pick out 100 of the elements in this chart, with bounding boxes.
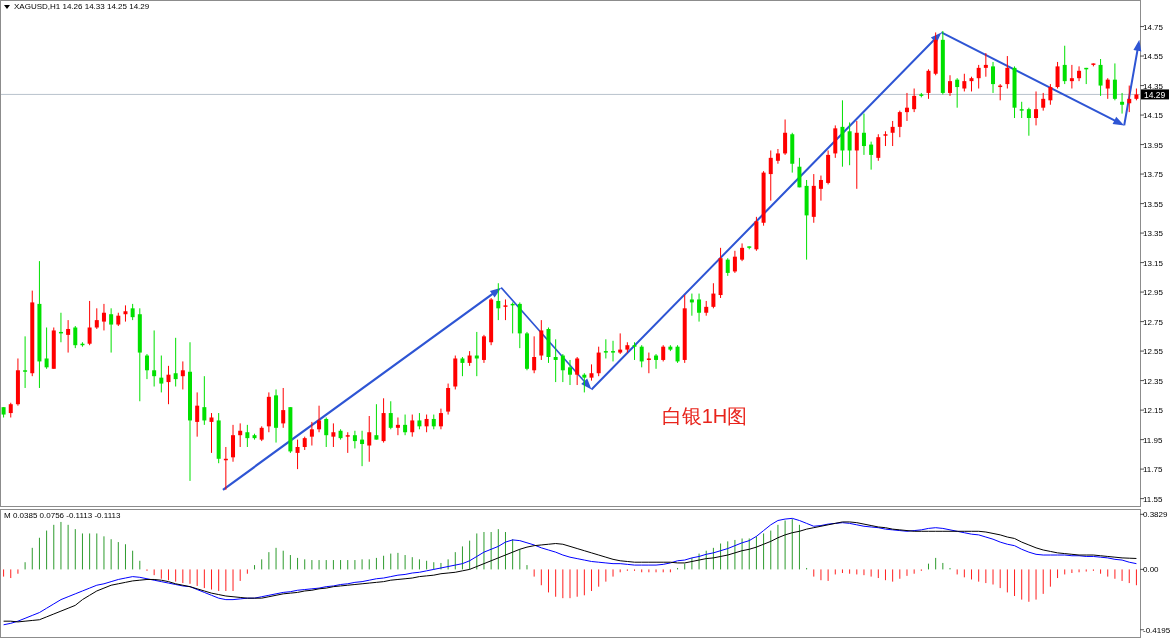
- candlestick: [775, 148, 780, 165]
- candlestick: [388, 400, 393, 430]
- candlestick: [876, 133, 881, 162]
- y-tick-label: 11.95: [1143, 435, 1163, 445]
- candlestick: [496, 282, 501, 321]
- candlestick: [783, 118, 788, 156]
- y-tick-label: 12.35: [1143, 376, 1164, 386]
- chart-title: XAGUSD,H1 14.26 14.33 14.25 14.29: [14, 2, 150, 11]
- candlestick: [1120, 92, 1125, 115]
- candlestick: [309, 421, 314, 447]
- y-tick-label: 12.75: [1143, 317, 1164, 327]
- annotation: 白银1H图: [661, 404, 748, 427]
- candlestick: [152, 329, 157, 388]
- candlestick: [180, 360, 185, 390]
- candlestick: [611, 340, 616, 362]
- candlestick: [797, 157, 802, 188]
- y-tick-label: -0.4195: [1143, 625, 1170, 635]
- candlestick: [568, 359, 572, 386]
- candlestick: [532, 335, 537, 374]
- candlestick: [1048, 83, 1053, 106]
- candlestick: [689, 293, 694, 317]
- y-tick-label: 13.15: [1143, 258, 1164, 268]
- candlestick: [912, 88, 917, 113]
- candlestick: [446, 383, 451, 416]
- candlestick: [87, 300, 92, 346]
- candlestick: [173, 337, 178, 388]
- candlestick: [582, 372, 587, 393]
- candlestick: [955, 77, 960, 109]
- candlestick: [460, 356, 465, 377]
- candlestick: [503, 298, 508, 321]
- candlestick: [202, 375, 207, 426]
- candlestick: [295, 439, 300, 470]
- y-tick-label: 14.35: [1143, 81, 1164, 91]
- candlestick: [481, 334, 486, 364]
- candlestick: [890, 120, 895, 147]
- candlestick: [231, 424, 236, 463]
- candlestick: [94, 307, 99, 330]
- candlestick: [438, 408, 443, 430]
- candlestick: [926, 68, 931, 100]
- candlestick: [1055, 61, 1060, 90]
- candlestick: [1034, 90, 1039, 126]
- y-tick-label: 12.95: [1143, 288, 1164, 298]
- candlestick: [646, 352, 651, 374]
- candlestick: [1005, 55, 1010, 90]
- candlestick: [352, 430, 357, 449]
- candlestick: [1077, 65, 1082, 82]
- candlestick: [1062, 45, 1067, 85]
- candlestick: [395, 416, 400, 436]
- y-tick-label: 14.15: [1143, 111, 1164, 121]
- y-tick-label: 0.3829: [1143, 510, 1169, 520]
- candlestick: [818, 175, 823, 202]
- candlestick: [575, 356, 580, 386]
- y-tick-label: 0.00: [1143, 565, 1160, 575]
- candlestick: [948, 74, 952, 97]
- candlestick: [23, 335, 28, 389]
- candlestick: [73, 325, 78, 349]
- candlestick: [101, 303, 106, 331]
- candlestick: [324, 416, 329, 448]
- candlestick: [1069, 64, 1074, 90]
- candlestick: [854, 120, 859, 190]
- candlestick: [847, 121, 852, 166]
- candlestick: [109, 307, 114, 354]
- candlestick: [367, 415, 372, 463]
- candlestick: [869, 141, 874, 171]
- candlestick: [1098, 58, 1103, 97]
- candlestick: [1112, 62, 1117, 101]
- candlestick: [410, 414, 415, 438]
- candlestick: [317, 405, 322, 433]
- candlestick: [245, 424, 250, 448]
- candlestick: [603, 338, 608, 359]
- candlestick: [1026, 107, 1031, 137]
- candlestick: [861, 113, 866, 156]
- ref-line-label: 14.29: [1144, 89, 1166, 100]
- candlestick: [1105, 77, 1110, 100]
- y-tick-label: 13.95: [1143, 140, 1164, 150]
- candlestick: [144, 353, 149, 380]
- candlestick: [639, 344, 644, 368]
- y-tick-label: 11.75: [1143, 465, 1163, 475]
- candlestick: [553, 338, 558, 383]
- candlestick: [840, 99, 845, 168]
- candlestick: [976, 64, 981, 90]
- candlestick: [374, 403, 379, 441]
- y-tick-label: 12.15: [1143, 406, 1164, 416]
- candlestick: [66, 319, 71, 354]
- y-tick-label: 14.55: [1143, 52, 1164, 62]
- candlestick: [345, 431, 350, 454]
- candlestick: [195, 391, 200, 438]
- candlestick: [983, 52, 988, 78]
- candlestick: [991, 61, 996, 94]
- candlestick: [618, 332, 623, 355]
- y-tick-label: 14.75: [1143, 22, 1164, 32]
- y-tick-label: 13.35: [1143, 229, 1164, 239]
- candlestick: [560, 353, 565, 383]
- candlestick: [44, 327, 49, 370]
- candlestick: [331, 422, 336, 448]
- candlestick: [768, 149, 773, 202]
- y-tick-label: 13.55: [1143, 199, 1164, 209]
- candlestick: [697, 293, 702, 323]
- candlestick: [281, 387, 286, 429]
- candlestick: [159, 355, 164, 393]
